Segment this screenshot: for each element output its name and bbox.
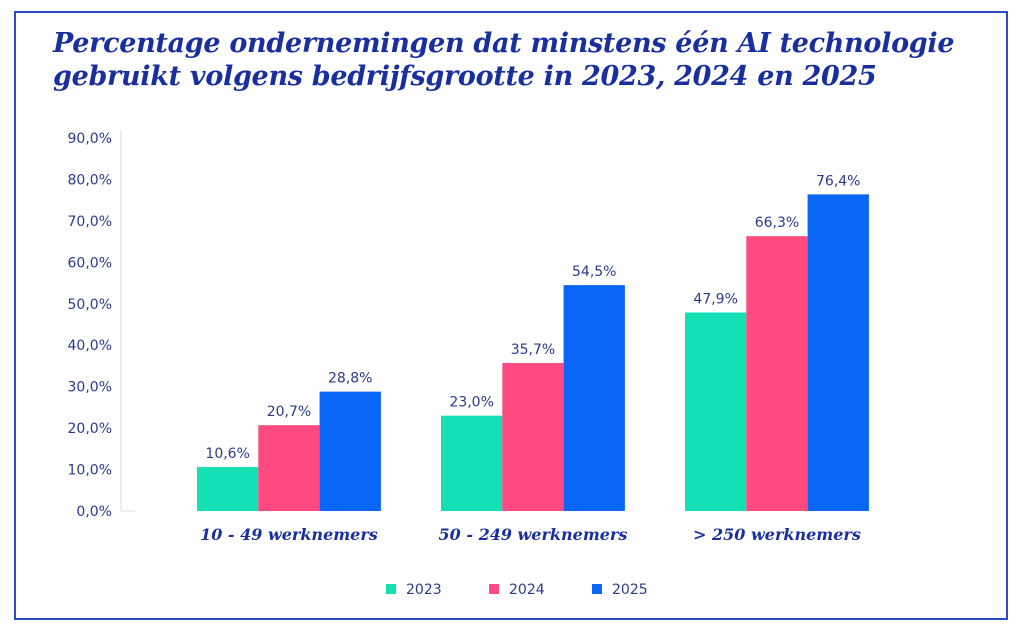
y-tick-label: 60,0% bbox=[68, 255, 112, 271]
data-label: 20,7% bbox=[267, 404, 311, 420]
legend-label: 2024 bbox=[509, 582, 545, 598]
y-tick-label: 50,0% bbox=[68, 297, 112, 313]
data-label: 54,5% bbox=[572, 264, 616, 280]
legend-swatch-2025 bbox=[592, 584, 602, 594]
bar-2023 bbox=[197, 467, 259, 511]
data-label: 10,6% bbox=[205, 446, 249, 462]
y-tick-label: 40,0% bbox=[68, 338, 112, 354]
bar-2023 bbox=[441, 415, 503, 511]
y-tick-label: 20,0% bbox=[68, 421, 112, 437]
y-tick-label: 90,0% bbox=[68, 131, 112, 147]
chart-title-line-2: gebruikt volgens bedrijfsgrootte in 2023… bbox=[53, 61, 877, 92]
bar-2025 bbox=[319, 391, 381, 511]
y-tick-label: 70,0% bbox=[68, 214, 112, 230]
chart-title-line-1: Percentage ondernemingen dat minstens éé… bbox=[53, 28, 955, 59]
data-label: 23,0% bbox=[449, 395, 493, 411]
data-label: 28,8% bbox=[328, 371, 372, 387]
y-tick-label: 80,0% bbox=[68, 172, 112, 188]
bar-2025 bbox=[807, 194, 869, 511]
legend-swatch-2024 bbox=[489, 584, 499, 594]
data-label: 76,4% bbox=[816, 173, 860, 189]
data-label: 47,9% bbox=[693, 291, 737, 307]
legend-label: 2023 bbox=[406, 582, 442, 598]
category-label: 10 - 49 werknemers bbox=[200, 525, 378, 544]
y-tick-label: 0,0% bbox=[76, 504, 112, 520]
category-label: > 250 werknemers bbox=[693, 525, 861, 544]
data-label: 35,7% bbox=[511, 342, 555, 358]
bar-2024 bbox=[746, 236, 808, 511]
bar-2023 bbox=[685, 312, 747, 511]
bar-2024 bbox=[502, 363, 564, 511]
y-tick-label: 10,0% bbox=[68, 463, 112, 479]
y-tick-label: 30,0% bbox=[68, 380, 112, 396]
legend-label: 2025 bbox=[612, 582, 648, 598]
chart-frame bbox=[14, 11, 1008, 620]
data-label: 66,3% bbox=[755, 215, 799, 231]
legend-swatch-2023 bbox=[386, 584, 396, 594]
category-label: 50 - 249 werknemers bbox=[439, 525, 628, 544]
bar-2025 bbox=[563, 285, 625, 511]
bar-2024 bbox=[258, 425, 320, 511]
